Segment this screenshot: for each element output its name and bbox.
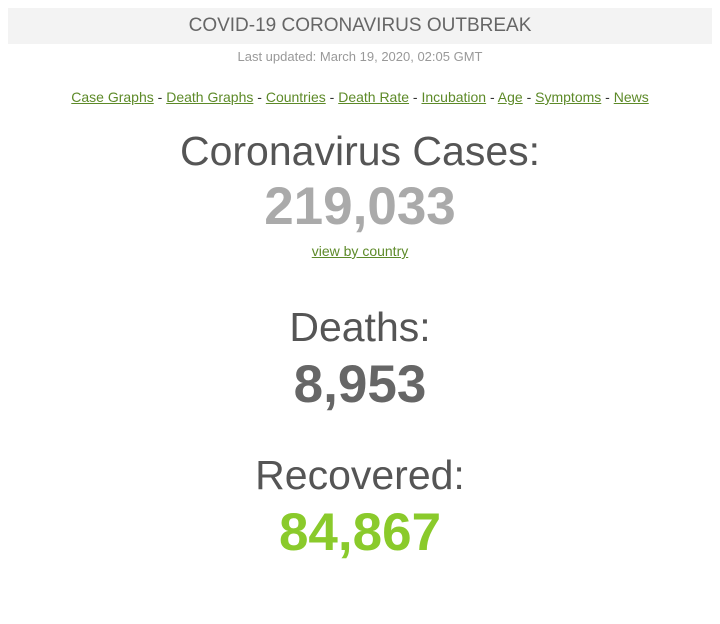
nav-link-incubation[interactable]: Incubation <box>421 89 487 105</box>
last-updated: Last updated: March 19, 2020, 02:05 GMT <box>237 49 483 64</box>
separator: - <box>325 89 339 105</box>
nav-link-age[interactable]: Age <box>497 89 523 105</box>
separator: - <box>409 89 422 105</box>
page-header: COVID-19 CORONAVIRUS OUTBREAK <box>8 8 712 44</box>
separator: - <box>522 89 536 105</box>
cases-label: Coronavirus Cases: <box>179 128 541 174</box>
page-title: COVID-19 CORONAVIRUS OUTBREAK <box>188 15 532 36</box>
separator: - <box>253 89 266 105</box>
deaths-label: Deaths: <box>289 304 431 350</box>
separator: - <box>153 89 167 105</box>
separator: - <box>486 89 498 105</box>
nav-link-case-graphs[interactable]: Case Graphs <box>71 89 154 105</box>
recovered-count: 84,867 <box>278 503 442 562</box>
view-by-country-link[interactable]: view by country <box>311 243 409 259</box>
deaths-count: 8,953 <box>293 355 427 414</box>
cases-count: 219,033 <box>264 177 456 236</box>
nav-link-symptoms[interactable]: Symptoms <box>535 89 602 105</box>
nav-link-news[interactable]: News <box>613 89 649 105</box>
nav-link-death-graphs[interactable]: Death Graphs <box>166 89 254 105</box>
nav-link-death-rate[interactable]: Death Rate <box>338 89 410 105</box>
nav-links: Case Graphs - Death Graphs - Countries -… <box>0 87 720 107</box>
nav-link-countries[interactable]: Countries <box>265 89 326 105</box>
separator: - <box>601 89 614 105</box>
recovered-label: Recovered: <box>255 452 465 498</box>
